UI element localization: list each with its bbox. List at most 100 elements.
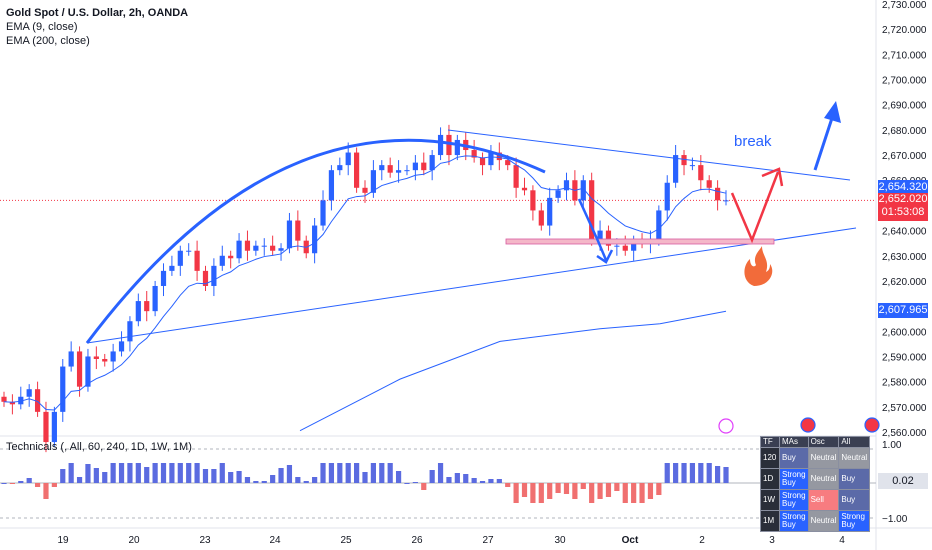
all-cell: Buy bbox=[838, 468, 871, 490]
technicals-bar bbox=[219, 463, 225, 483]
candle-body bbox=[605, 230, 612, 246]
time-tick-label: 30 bbox=[554, 535, 566, 546]
price-tick-label: 2,630.000 bbox=[882, 252, 927, 263]
candle-body bbox=[9, 401, 15, 405]
technicals-bar bbox=[102, 472, 108, 483]
technicals-bar bbox=[194, 463, 200, 483]
all-cell: Buy bbox=[838, 489, 871, 511]
table-row: 1D Strong Buy Neutral Buy bbox=[760, 468, 871, 490]
technicals-bar bbox=[152, 463, 158, 483]
price-tick-label: 2,700.000 bbox=[882, 76, 927, 87]
candle-body bbox=[219, 255, 225, 266]
table-header: MAs bbox=[779, 436, 809, 448]
candle-body bbox=[194, 250, 200, 271]
price-tick-label: 2,720.000 bbox=[882, 25, 927, 36]
technicals-bar bbox=[26, 478, 32, 483]
fire-icon bbox=[744, 246, 773, 286]
price-tick-label: 2,600.000 bbox=[882, 327, 927, 338]
technicals-bar bbox=[555, 483, 561, 493]
mas-cell: Strong Buy bbox=[779, 468, 809, 490]
break-annotation: break bbox=[734, 133, 772, 150]
candle-body bbox=[127, 321, 133, 342]
candle-body bbox=[60, 366, 66, 412]
technicals-bar bbox=[135, 463, 141, 483]
candle-body bbox=[488, 152, 494, 166]
candle-body bbox=[681, 155, 687, 166]
candle-body bbox=[18, 396, 24, 405]
table-header: TF bbox=[760, 436, 780, 448]
technicals-bar bbox=[706, 463, 712, 483]
technicals-bar bbox=[412, 482, 418, 483]
time-tick-label: 20 bbox=[128, 535, 140, 546]
candle-body bbox=[555, 190, 561, 198]
candle-body bbox=[211, 265, 217, 286]
price-tick-label: 2,640.000 bbox=[882, 227, 927, 238]
technicals-bar bbox=[34, 483, 41, 487]
table-row: 1M Strong Buy Neutral Strong Buy bbox=[760, 510, 871, 532]
projection-arrow-head bbox=[761, 167, 784, 187]
technicals-bar bbox=[538, 483, 544, 503]
candle-body bbox=[110, 351, 116, 362]
table-row: 1W Strong Buy Sell Buy bbox=[760, 489, 871, 511]
technicals-label: Technicals (, All, 60, 240, 1D, 1W, 1M) bbox=[6, 441, 192, 453]
candle-body bbox=[454, 139, 460, 156]
chart-legend: Gold Spot / U.S. Dollar, 2h, OANDA EMA (… bbox=[6, 6, 188, 48]
technicals-bar bbox=[345, 463, 351, 483]
ema9-line bbox=[3, 155, 727, 411]
technicals-bar bbox=[429, 470, 435, 483]
technicals-bar bbox=[211, 469, 217, 483]
candle-body bbox=[228, 255, 234, 259]
candle-body bbox=[580, 180, 586, 201]
candle-body bbox=[34, 389, 41, 412]
technicals-bar bbox=[253, 481, 259, 483]
ema200-line bbox=[299, 310, 727, 432]
candle-body bbox=[689, 165, 696, 167]
mas-cell: Strong Buy bbox=[779, 510, 809, 532]
table-row: 120 Buy Neutral Neutral bbox=[760, 447, 871, 469]
candle-body bbox=[202, 270, 209, 286]
price-tick-label: 2,710.000 bbox=[882, 50, 927, 61]
technicals-bar bbox=[43, 483, 49, 499]
technicals-bar bbox=[354, 463, 360, 483]
tf-cell: 1D bbox=[760, 468, 780, 490]
technicals-bar bbox=[18, 481, 24, 483]
technicals-bar bbox=[631, 483, 637, 503]
candle-body bbox=[723, 200, 729, 202]
technicals-bar bbox=[647, 483, 654, 499]
last-price-value: 2,652.020 bbox=[878, 193, 928, 205]
candle-body bbox=[631, 240, 637, 251]
candle-body bbox=[1, 396, 7, 402]
technicals-bar bbox=[404, 483, 410, 484]
technicals-bar bbox=[278, 468, 284, 483]
last-price-badge: 2,652.020 01:53:08 bbox=[878, 193, 928, 221]
technicals-bar bbox=[454, 473, 460, 483]
candle-body bbox=[614, 245, 620, 247]
technicals-bar bbox=[110, 463, 116, 483]
candle-body bbox=[530, 190, 536, 211]
price-tick-label: 2,580.000 bbox=[882, 378, 927, 389]
candle-body bbox=[505, 160, 511, 166]
technicals-bar bbox=[169, 463, 175, 483]
candle-body bbox=[169, 265, 175, 271]
candle-body bbox=[622, 245, 628, 251]
technicals-bar bbox=[572, 483, 578, 499]
price-tick-label: 2,730.000 bbox=[882, 0, 927, 11]
technicals-bar bbox=[160, 463, 167, 483]
technicals-bar bbox=[614, 483, 620, 491]
candle-body bbox=[261, 245, 267, 247]
technicals-bar bbox=[68, 463, 74, 483]
candle-body bbox=[102, 358, 108, 362]
candle-body bbox=[379, 165, 385, 171]
candle-body bbox=[513, 165, 519, 188]
down-arrow-head bbox=[596, 249, 614, 264]
candle-body bbox=[387, 165, 393, 173]
time-tick-label: 4 bbox=[839, 535, 845, 546]
technicals-bar bbox=[395, 471, 402, 483]
technicals-bar bbox=[186, 463, 192, 483]
candle-body bbox=[664, 182, 670, 211]
candle-body bbox=[673, 155, 679, 183]
tf-cell: 1W bbox=[760, 489, 780, 511]
candle-body bbox=[404, 170, 410, 172]
technicals-bar bbox=[505, 483, 511, 487]
